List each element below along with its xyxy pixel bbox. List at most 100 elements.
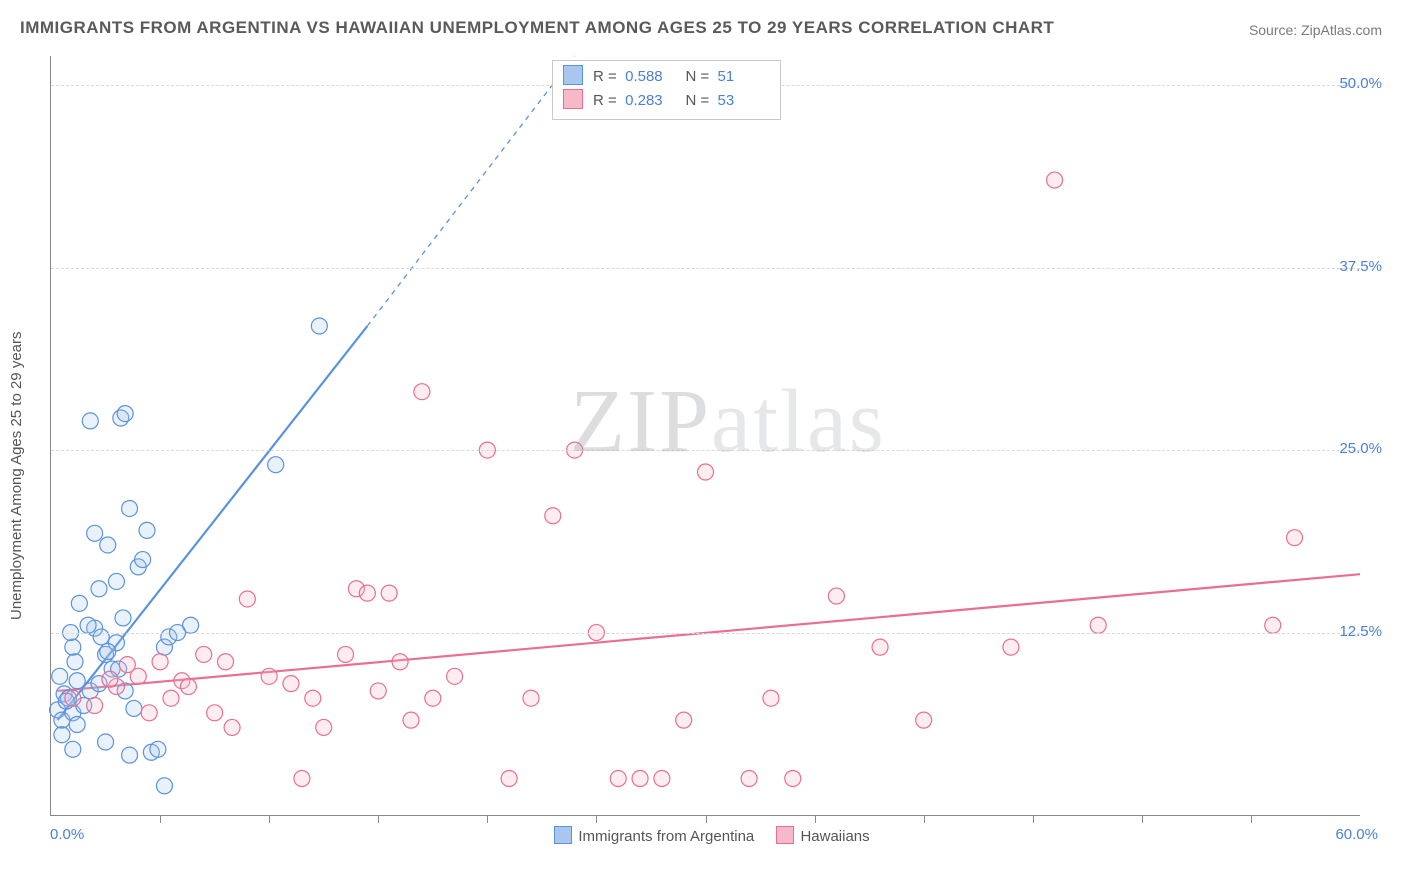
scatter-point [152,654,168,670]
y-tick-label: 37.5% [1339,258,1382,275]
scatter-point [130,668,146,684]
stats-r-0: 0.588 [625,65,677,89]
scatter-point [115,610,131,626]
scatter-point [122,500,138,516]
scatter-point [122,747,138,763]
chart-svg [51,56,1360,815]
y-tick-label: 25.0% [1339,440,1382,457]
stats-n-1: 53 [718,89,770,113]
legend-swatch-0 [554,826,572,844]
stats-swatch-0 [563,65,583,85]
legend-label-0: Immigrants from Argentina [578,828,754,845]
scatter-point [67,654,83,670]
scatter-point [545,508,561,524]
scatter-point [338,646,354,662]
scatter-point [93,629,109,645]
scatter-point [54,727,70,743]
scatter-point [1090,617,1106,633]
scatter-point [872,639,888,655]
source-attribution: Source: ZipAtlas.com [1249,22,1382,38]
scatter-point [698,464,714,480]
scatter-point [403,712,419,728]
scatter-point [261,668,277,684]
scatter-point [523,690,539,706]
scatter-point [1265,617,1281,633]
regression-line-dashed [367,56,574,326]
legend-swatch-1 [776,826,794,844]
scatter-point [370,683,386,699]
scatter-point [163,690,179,706]
scatter-point [425,690,441,706]
scatter-point [87,698,103,714]
scatter-point [69,673,85,689]
scatter-point [1003,639,1019,655]
scatter-point [52,668,68,684]
scatter-point [294,771,310,787]
y-tick-label: 50.0% [1339,75,1382,92]
scatter-point [828,588,844,604]
stats-row-0: R = 0.588 N = 51 [563,65,770,89]
scatter-point [305,690,321,706]
scatter-point [224,719,240,735]
scatter-point [414,384,430,400]
x-tick [924,815,925,823]
scatter-point [207,705,223,721]
scatter-point [654,771,670,787]
chart-title: IMMIGRANTS FROM ARGENTINA VS HAWAIIAN UN… [20,18,1054,38]
scatter-point [82,413,98,429]
scatter-point [501,771,517,787]
scatter-point [239,591,255,607]
x-tick [706,815,707,823]
stats-row-1: R = 0.283 N = 53 [563,89,770,113]
x-tick [269,815,270,823]
scatter-point [196,646,212,662]
scatter-point [98,734,114,750]
scatter-point [65,690,81,706]
x-tick [815,815,816,823]
scatter-point [71,595,87,611]
bottom-legend: Immigrants from Argentina Hawaiians [0,826,1406,845]
x-tick [1142,815,1143,823]
scatter-point [91,581,107,597]
scatter-point [135,552,151,568]
scatter-point [741,771,757,787]
scatter-point [610,771,626,787]
stats-swatch-1 [563,89,583,109]
scatter-point [100,537,116,553]
scatter-point [316,719,332,735]
scatter-point [1287,530,1303,546]
scatter-point [218,654,234,670]
scatter-point [65,741,81,757]
stats-legend-box: R = 0.588 N = 51 R = 0.283 N = 53 [552,60,781,120]
scatter-point [283,676,299,692]
gridline-h [51,450,1360,451]
scatter-point [392,654,408,670]
scatter-point [359,585,375,601]
scatter-point [311,318,327,334]
scatter-point [632,771,648,787]
scatter-point [916,712,932,728]
x-tick [1251,815,1252,823]
plot-area [50,56,1360,816]
scatter-point [141,705,157,721]
scatter-point [150,741,166,757]
x-tick [160,815,161,823]
scatter-point [80,617,96,633]
x-tick [596,815,597,823]
scatter-point [69,717,85,733]
scatter-point [676,712,692,728]
scatter-point [180,679,196,695]
scatter-point [117,406,133,422]
x-tick [378,815,379,823]
scatter-point [1047,172,1063,188]
scatter-point [268,457,284,473]
scatter-point [447,668,463,684]
y-axis-label: Unemployment Among Ages 25 to 29 years [8,331,25,620]
scatter-point [65,639,81,655]
scatter-point [126,700,142,716]
scatter-point [102,671,118,687]
scatter-point [108,573,124,589]
scatter-point [381,585,397,601]
scatter-point [785,771,801,787]
x-tick [487,815,488,823]
